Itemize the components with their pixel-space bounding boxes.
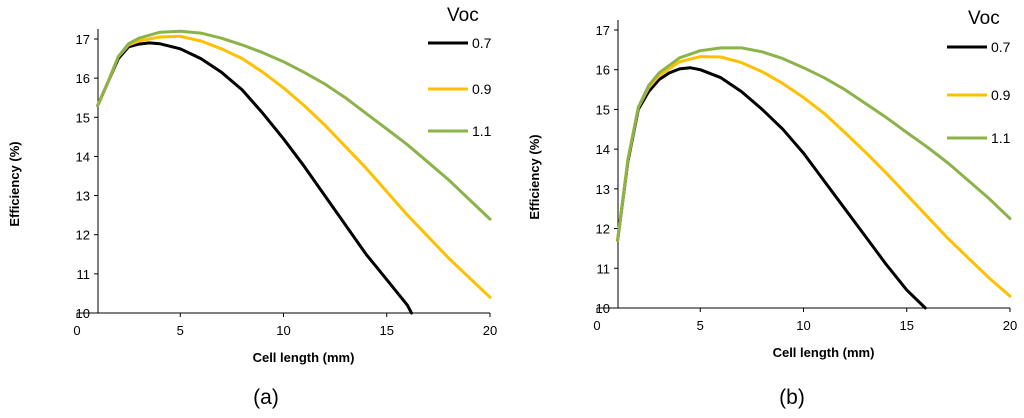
y-tick-label: 12	[76, 228, 90, 243]
x-tick-label: 10	[276, 323, 290, 338]
legend-label-0.9: 0.9	[472, 81, 492, 97]
x-tick-label: 15	[380, 323, 394, 338]
x-tick-label: 20	[1003, 318, 1017, 333]
legend-title: Voc	[968, 8, 1000, 29]
x-tick-label: 0	[593, 318, 600, 333]
y-axis-label: Efficiency (%)	[527, 134, 542, 219]
y-tick-label: 15	[76, 110, 90, 125]
series-line-0.7	[616, 66, 927, 310]
x-tick-label: 0	[73, 323, 80, 338]
y-tick-label: 15	[596, 102, 610, 117]
y-tick-label: 14	[76, 149, 90, 164]
x-tick-label: 10	[796, 318, 810, 333]
series-line-0.7	[96, 41, 413, 315]
legend-label-0.9: 0.9	[991, 87, 1011, 103]
y-tick-label: 14	[596, 142, 610, 157]
series-line-1.1	[96, 29, 492, 221]
y-tick-label: 11	[597, 261, 611, 276]
y-tick-label: 12	[596, 222, 610, 237]
legend-label-0.7: 0.7	[472, 35, 492, 51]
x-axis-label: Cell length (mm)	[253, 350, 355, 365]
chart-panel-a: 0 5 10 15 20 10 11 12 13 14 15 16 17 Cell length (mm)…	[7, 5, 497, 409]
y-tick-label: 17	[76, 32, 90, 47]
legend-label-1.1: 1.1	[991, 130, 1011, 146]
chart-panel-b: 0 5 10 15 20 10 11 12 13 14 15 16 17 Cell length (mm)…	[527, 8, 1017, 409]
y-tick-label: 17	[596, 23, 610, 38]
y-tick-label: 10	[596, 301, 610, 316]
panel-label: (a)	[253, 386, 279, 409]
x-tick-label: 5	[697, 318, 704, 333]
y-tick-label: 16	[596, 63, 610, 78]
series-line-0.9	[96, 34, 492, 299]
panel-label: (b)	[779, 386, 805, 409]
y-tick-label: 10	[76, 306, 90, 321]
series-line-0.9	[616, 55, 1012, 298]
x-tick-label: 15	[900, 318, 914, 333]
legend-label-1.1: 1.1	[472, 123, 492, 139]
y-axis-label: Efficiency (%)	[7, 141, 22, 226]
x-tick-label: 20	[483, 323, 497, 338]
legend-label-0.7: 0.7	[991, 39, 1011, 55]
y-tick-label: 16	[76, 71, 90, 86]
x-tick-label: 5	[177, 323, 184, 338]
legend-title: Voc	[447, 5, 479, 26]
y-tick-label: 11	[77, 267, 91, 282]
y-tick-label: 13	[596, 182, 610, 197]
series-line-1.1	[616, 46, 1012, 242]
x-axis-label: Cell length (mm)	[773, 345, 875, 360]
y-tick-label: 13	[76, 189, 90, 204]
